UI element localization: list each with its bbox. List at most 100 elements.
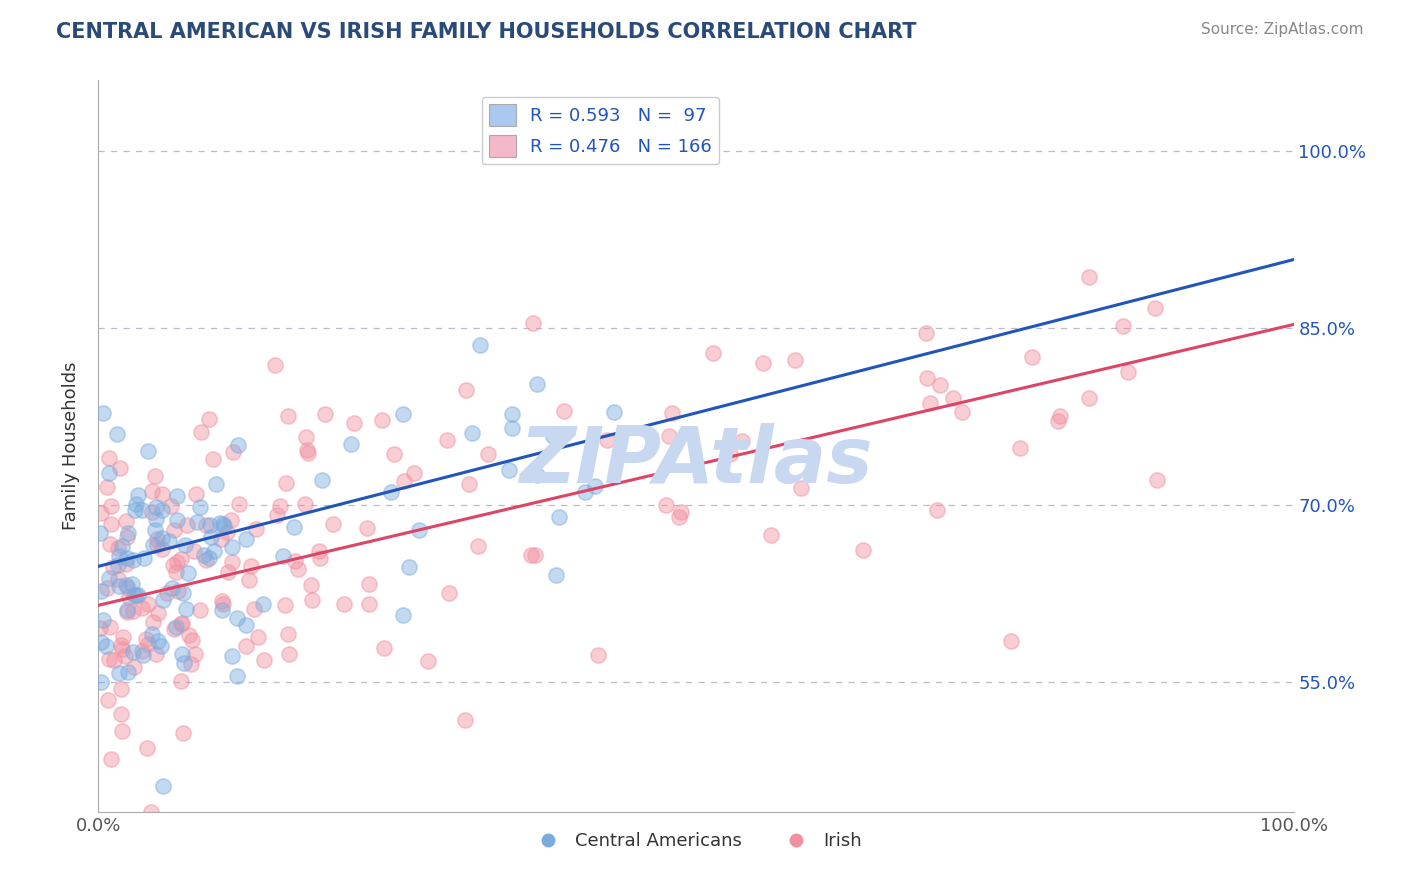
Point — [89, 621, 111, 635]
Point — [1008, 441, 1031, 455]
Point — [1144, 301, 1167, 315]
Point — [115, 530, 138, 544]
Point — [927, 502, 949, 516]
Point — [184, 487, 207, 501]
Point — [373, 641, 395, 656]
Point — [186, 515, 208, 529]
Point — [146, 634, 169, 648]
Point — [392, 474, 415, 488]
Point — [122, 645, 145, 659]
Point — [382, 447, 405, 461]
Point — [274, 476, 297, 491]
Point — [160, 582, 183, 596]
Point — [122, 588, 145, 602]
Point — [173, 656, 195, 670]
Point — [180, 657, 202, 671]
Point — [297, 445, 319, 459]
Point — [284, 553, 307, 567]
Point — [166, 513, 188, 527]
Point — [145, 648, 167, 662]
Point — [790, 482, 813, 496]
Point — [1000, 634, 1022, 648]
Point — [398, 560, 420, 574]
Point — [436, 433, 458, 447]
Point — [163, 523, 186, 537]
Point — [108, 579, 131, 593]
Point — [142, 615, 165, 629]
Point — [586, 648, 609, 663]
Point — [162, 558, 184, 573]
Point — [115, 557, 138, 571]
Point — [548, 510, 571, 524]
Text: Source: ZipAtlas.com: Source: ZipAtlas.com — [1201, 22, 1364, 37]
Point — [112, 631, 135, 645]
Point — [526, 377, 548, 392]
Point — [522, 316, 544, 330]
Point — [150, 531, 173, 545]
Point — [90, 675, 112, 690]
Point — [470, 338, 492, 352]
Point — [343, 417, 366, 431]
Point — [118, 591, 141, 605]
Point — [243, 602, 266, 616]
Point — [245, 522, 267, 536]
Point — [174, 538, 197, 552]
Point — [266, 508, 288, 523]
Point — [519, 548, 541, 562]
Point — [152, 503, 174, 517]
Point — [501, 408, 523, 422]
Point — [89, 526, 111, 541]
Point — [1078, 269, 1101, 284]
Point — [100, 752, 122, 766]
Point — [253, 653, 276, 667]
Point — [391, 607, 413, 622]
Point — [173, 726, 195, 740]
Point — [166, 620, 188, 634]
Point — [198, 411, 221, 425]
Point — [108, 461, 131, 475]
Point — [295, 442, 318, 457]
Point — [950, 405, 973, 419]
Point — [141, 505, 163, 519]
Point — [131, 643, 153, 657]
Point — [170, 552, 193, 566]
Point — [145, 500, 167, 514]
Point — [357, 576, 380, 591]
Point — [183, 543, 205, 558]
Point — [117, 581, 139, 595]
Point — [131, 502, 153, 516]
Point — [235, 617, 257, 632]
Point — [301, 593, 323, 607]
Point — [526, 468, 548, 483]
Point — [194, 517, 217, 532]
Point — [929, 378, 952, 392]
Point — [219, 513, 242, 527]
Point — [98, 620, 121, 634]
Point — [141, 627, 163, 641]
Point — [852, 543, 875, 558]
Point — [918, 396, 941, 410]
Point — [761, 528, 783, 542]
Point — [454, 383, 477, 397]
Point — [661, 406, 683, 420]
Point — [115, 603, 138, 617]
Point — [226, 611, 249, 625]
Point — [172, 586, 194, 600]
Point — [269, 499, 291, 513]
Point — [188, 500, 211, 515]
Point — [188, 603, 211, 617]
Point — [117, 525, 139, 540]
Point — [1047, 414, 1070, 428]
Point — [103, 653, 125, 667]
Point — [263, 358, 285, 372]
Point — [146, 532, 169, 546]
Point — [111, 539, 134, 553]
Point — [309, 550, 332, 565]
Point — [96, 480, 118, 494]
Point — [211, 594, 233, 608]
Point — [143, 469, 166, 483]
Point — [136, 597, 159, 611]
Point — [97, 450, 120, 465]
Point — [498, 463, 520, 477]
Point — [91, 613, 114, 627]
